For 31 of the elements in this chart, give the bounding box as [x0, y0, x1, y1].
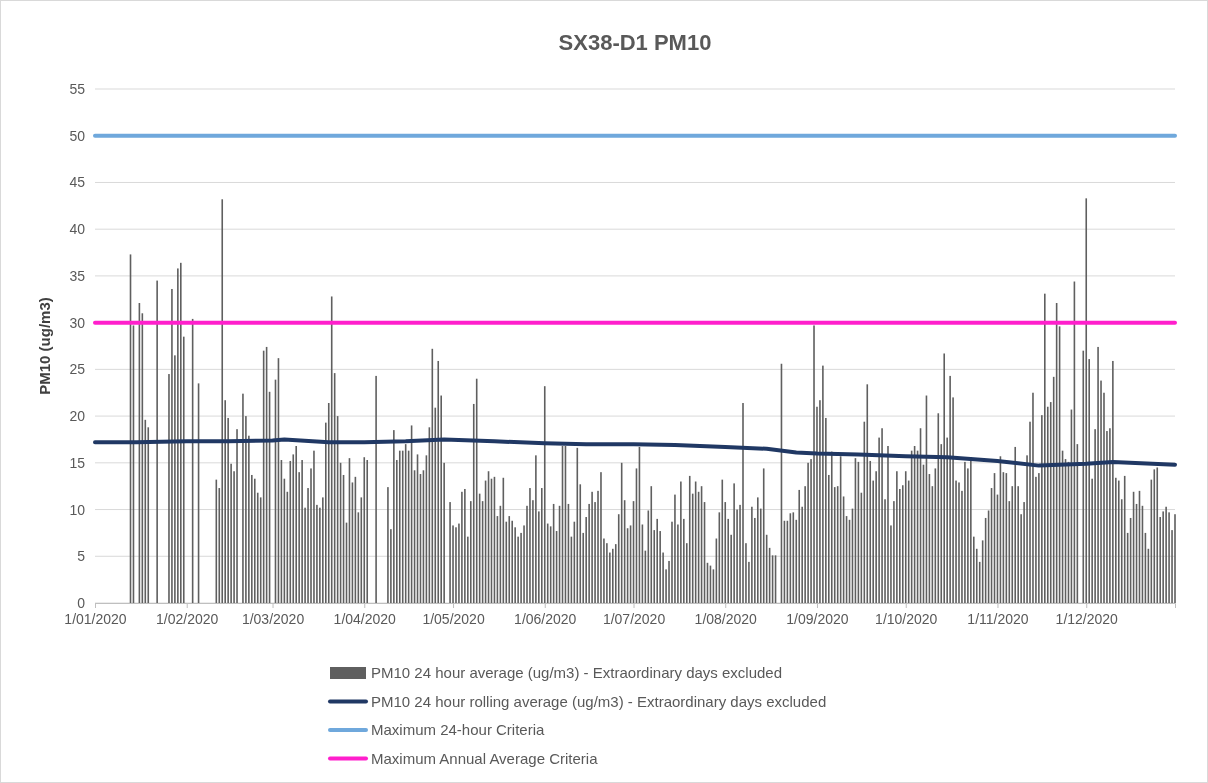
y-tick-label: 15 — [69, 454, 86, 471]
x-tick-label: 1/07/2020 — [602, 610, 666, 627]
legend-label: Maximum 24-hour Criteria — [371, 721, 546, 738]
y-tick-label: 30 — [69, 314, 86, 331]
chart-title: SX38-D1 PM10 — [558, 30, 712, 55]
y-tick-label: 40 — [69, 221, 86, 238]
legend-label: PM10 24 hour rolling average (ug/m3) - Extraordinary days excluded — [371, 692, 827, 710]
x-tick-label: 1/03/2020 — [241, 610, 305, 627]
y-tick-label: 45 — [69, 174, 86, 191]
line-series — [93, 437, 1177, 468]
x-tick-label: 1/02/2020 — [156, 610, 219, 627]
x-tick-label: 1/04/2020 — [333, 610, 397, 627]
y-tick-label: 5 — [77, 548, 86, 565]
x-tick-label: 1/06/2020 — [514, 610, 577, 627]
x-tick-label: 1/08/2020 — [694, 610, 758, 627]
y-tick-label: 55 — [69, 80, 86, 97]
x-tick-label: 1/01/2020 — [64, 610, 127, 627]
y-tick-label: 20 — [69, 408, 86, 425]
legend-label: PM10 24 hour average (ug/m3) - Extraordinary days excluded — [371, 664, 783, 681]
y-tick-label: 25 — [69, 361, 86, 378]
y-tick-label: 50 — [69, 127, 86, 144]
y-tick-label: 35 — [69, 267, 86, 284]
y-tick-label: 0 — [77, 594, 86, 611]
x-tick-label: 1/12/2020 — [1055, 610, 1119, 627]
x-tick-label: 1/09/2020 — [786, 610, 849, 627]
legend-label: Maximum Annual Average Criteria — [371, 749, 599, 767]
x-tick-label: 1/05/2020 — [422, 610, 485, 627]
x-tick-label: 1/11/2020 — [967, 610, 1029, 627]
y-tick-label: 10 — [69, 501, 86, 518]
x-tick-label: 1/10/2020 — [875, 610, 938, 627]
y-axis-title: PM10 (ug/m3) — [36, 297, 53, 395]
